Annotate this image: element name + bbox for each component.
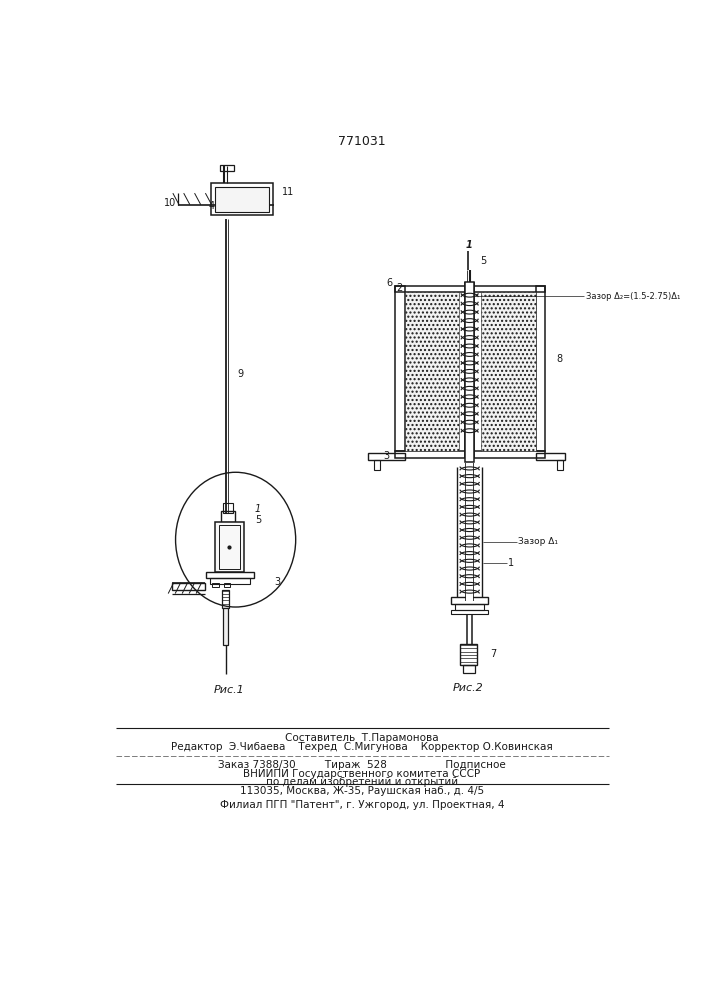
Text: по делам изобретений и открытий: по делам изобретений и открытий — [266, 777, 458, 787]
Text: 5: 5 — [481, 256, 487, 266]
Bar — [404, 292, 459, 451]
Text: 11: 11 — [282, 187, 294, 197]
Bar — [395, 451, 545, 458]
Text: 3: 3 — [383, 451, 389, 461]
Bar — [557, 460, 563, 470]
Bar — [465, 282, 474, 462]
Text: 1: 1 — [255, 504, 262, 514]
Bar — [373, 460, 380, 470]
Bar — [215, 187, 269, 212]
Text: 5: 5 — [255, 515, 262, 525]
Text: 771031: 771031 — [338, 135, 386, 148]
Text: 1: 1 — [465, 240, 472, 250]
Text: Заказ 7388/30         Тираж  528                  Подписное: Заказ 7388/30 Тираж 528 Подписное — [218, 760, 506, 770]
Bar — [395, 286, 404, 451]
Ellipse shape — [175, 472, 296, 607]
Bar — [481, 292, 535, 451]
Text: 113035, Москва, Ж-35, Раушская наб., д. 4/5: 113035, Москва, Ж-35, Раушская наб., д. … — [240, 786, 484, 796]
Text: 10: 10 — [164, 198, 176, 208]
Bar — [451, 610, 489, 614]
Bar — [223, 608, 228, 645]
Bar — [221, 511, 235, 522]
Bar — [460, 644, 477, 665]
Bar — [218, 525, 240, 569]
Text: Филиал ПГП "Патент", г. Ужгород, ул. Проектная, 4: Филиал ПГП "Патент", г. Ужгород, ул. Про… — [220, 800, 504, 810]
Bar — [210, 578, 250, 584]
Text: Рис.1: Рис.1 — [214, 685, 245, 695]
Text: 1: 1 — [508, 558, 515, 568]
Text: 7: 7 — [490, 649, 496, 659]
Text: Зазор Δ₁: Зазор Δ₁ — [518, 537, 559, 546]
Text: 9: 9 — [237, 369, 243, 379]
Text: 4: 4 — [209, 201, 215, 211]
Text: Рис.2: Рис.2 — [452, 683, 484, 693]
Text: Составитель  Т.Парамонова: Составитель Т.Парамонова — [285, 733, 439, 743]
Bar — [466, 463, 473, 601]
Text: 2: 2 — [396, 283, 402, 293]
Bar — [206, 572, 255, 578]
Text: Зазор Δ₂=(1.5-2.75)Δ₁: Зазор Δ₂=(1.5-2.75)Δ₁ — [586, 292, 680, 301]
Bar — [455, 604, 484, 610]
Text: ВНИИПИ Государственного комитета СССР: ВНИИПИ Государственного комитета СССР — [243, 769, 481, 779]
Bar — [535, 286, 545, 451]
Bar — [222, 590, 230, 608]
Text: Редактор  Э.Чибаева    Техред  С.Мигунова    Корректор О.Ковинская: Редактор Э.Чибаева Техред С.Мигунова Кор… — [171, 742, 553, 752]
Bar — [535, 453, 565, 460]
Bar — [223, 503, 233, 513]
Bar — [395, 286, 545, 292]
Text: 8: 8 — [556, 354, 563, 364]
Bar — [172, 583, 204, 590]
Bar — [451, 597, 489, 604]
Bar — [211, 183, 273, 215]
Bar — [212, 583, 218, 587]
Bar — [368, 453, 404, 460]
Text: 6: 6 — [387, 278, 393, 288]
Bar — [220, 165, 234, 171]
Text: 3: 3 — [274, 577, 281, 587]
Bar — [215, 522, 244, 572]
Bar — [462, 665, 475, 673]
Bar — [224, 583, 230, 587]
